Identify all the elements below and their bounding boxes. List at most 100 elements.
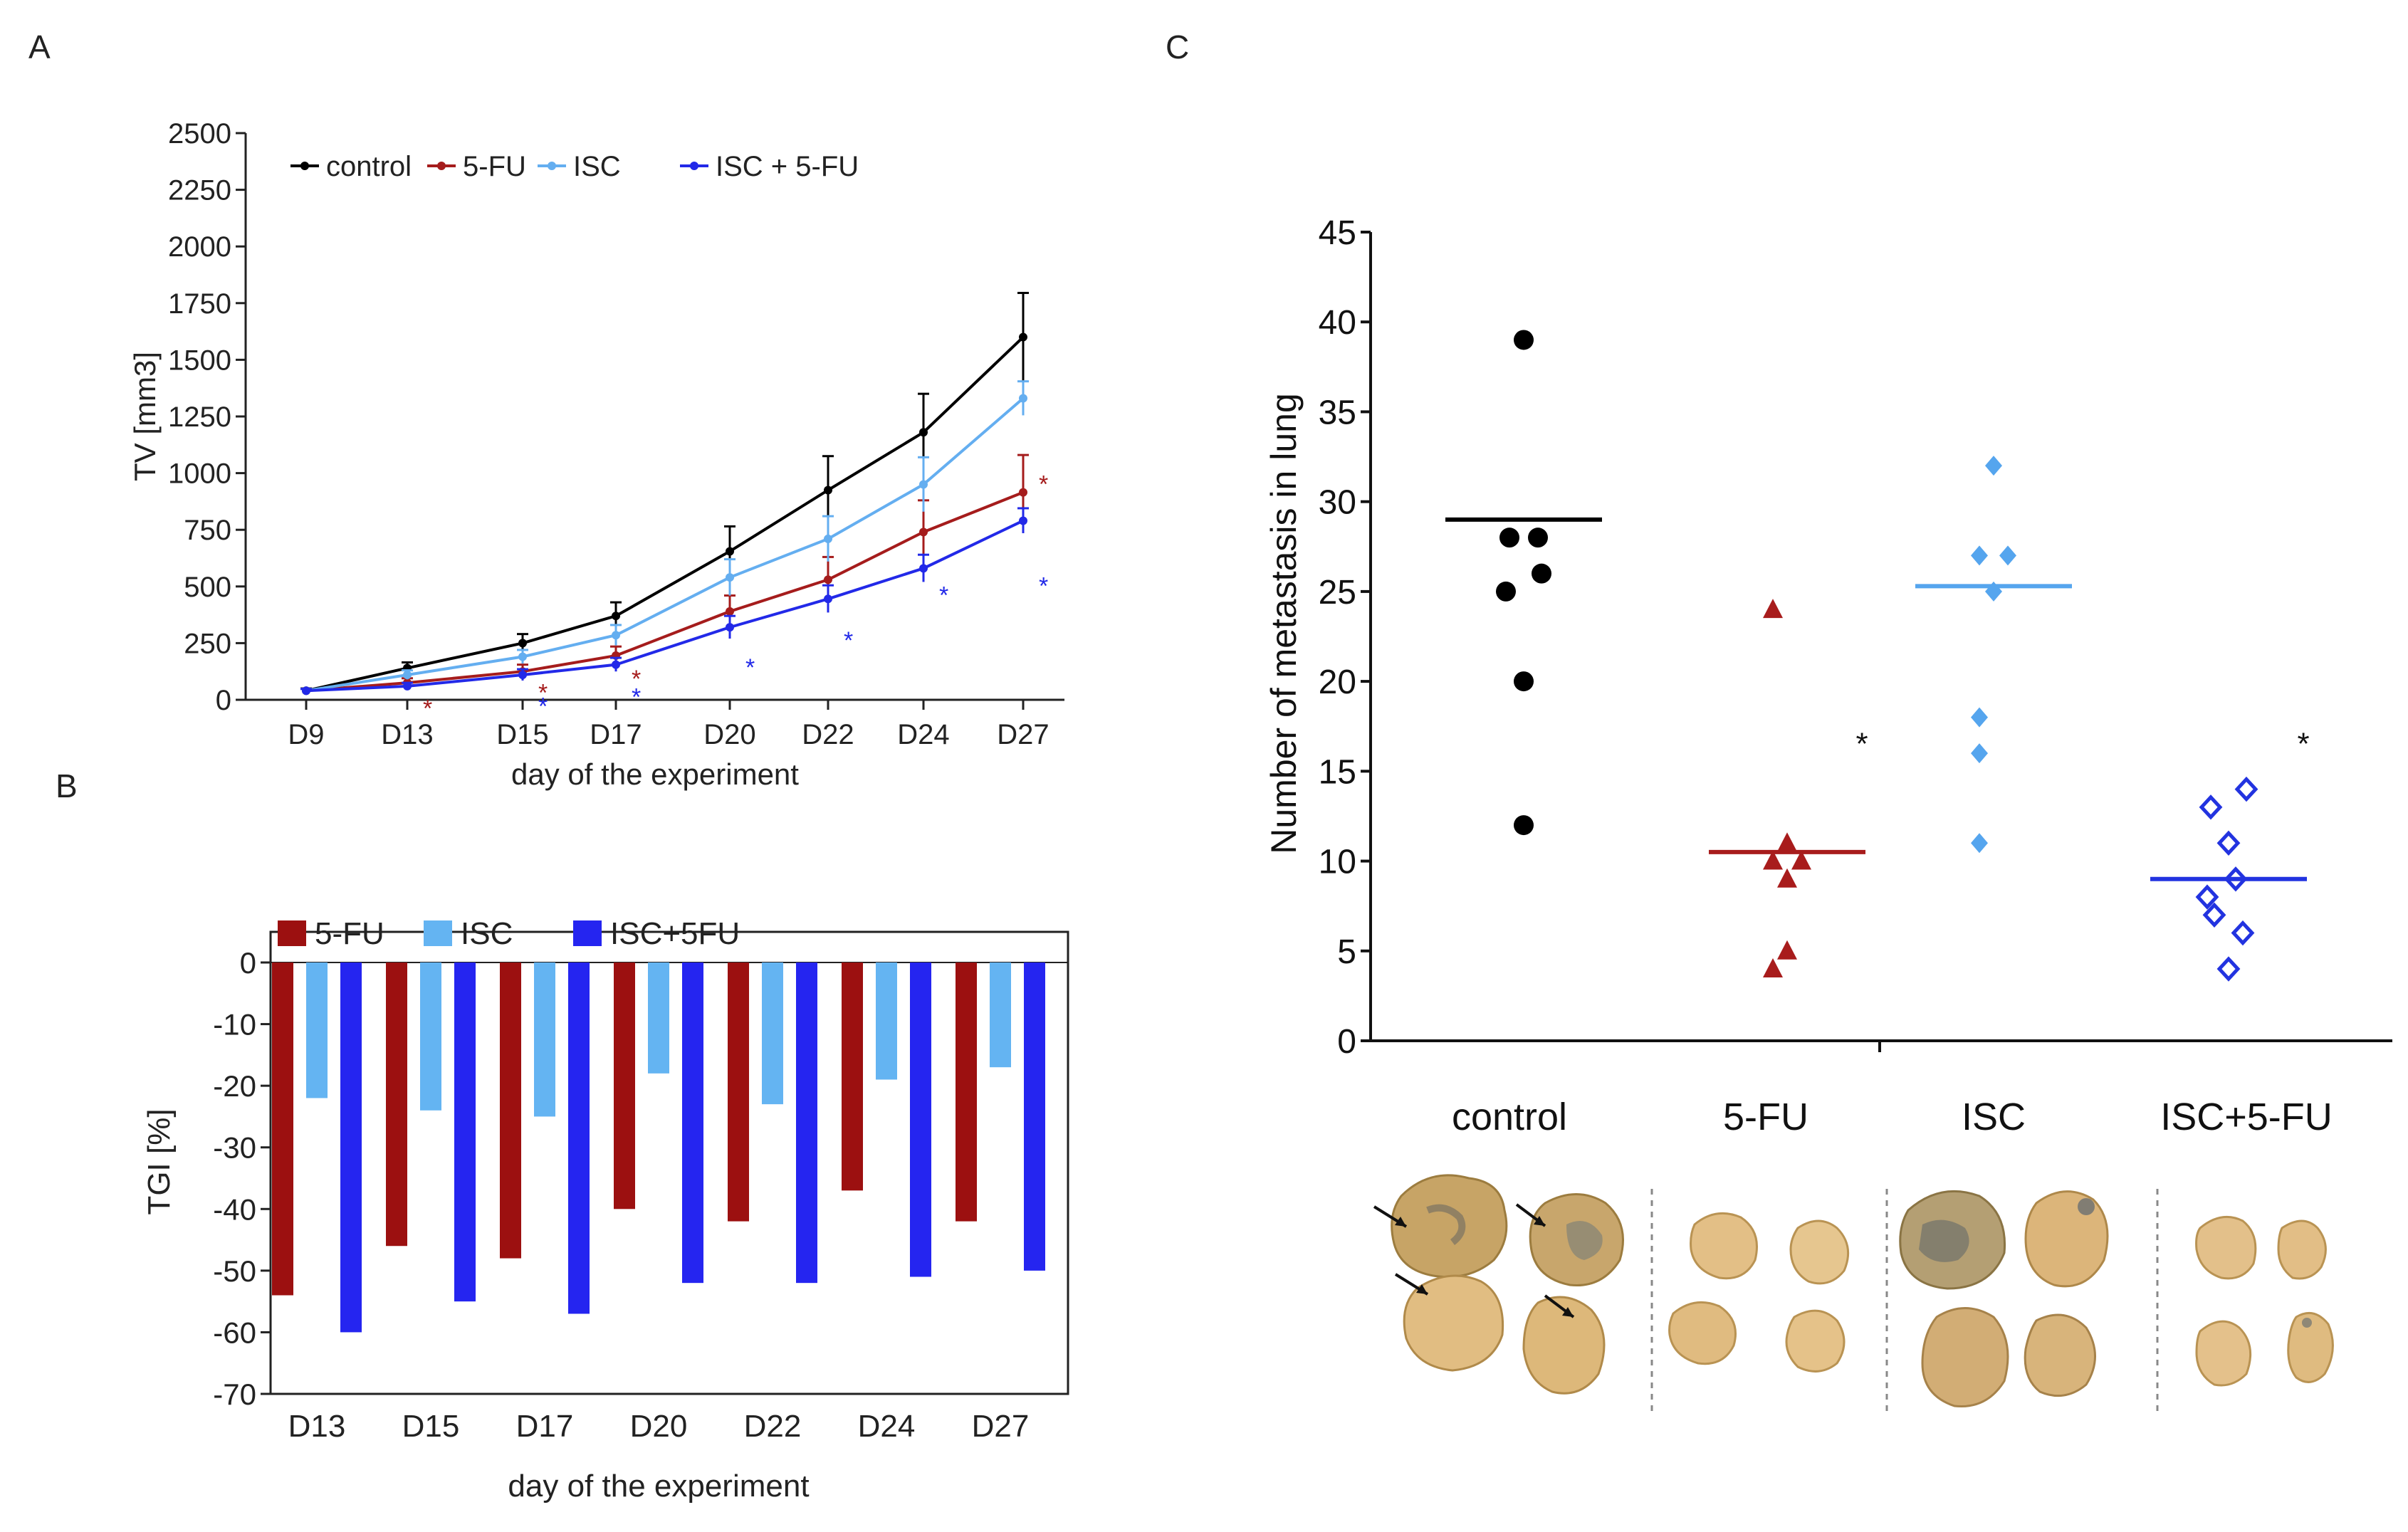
group-isc-5-fu	[2150, 776, 2307, 982]
data-point	[919, 528, 928, 537]
data-point	[1019, 394, 1027, 403]
x-tick-label: D27	[997, 719, 1049, 750]
bar	[648, 962, 669, 1074]
y-tick-label: -70	[213, 1378, 256, 1411]
lung-photo-isc	[1899, 1190, 2109, 1408]
x-tick-label: D20	[630, 1409, 688, 1444]
data-point	[1499, 528, 1519, 548]
data-point	[1019, 488, 1027, 497]
data-point	[824, 575, 832, 584]
bar	[990, 962, 1011, 1068]
significance-asterisk: *	[1039, 573, 1048, 600]
y-tick-label: 0	[216, 685, 231, 716]
legend-item-isc-5fu: ISC+5FU	[573, 916, 740, 951]
data-point	[824, 594, 832, 604]
data-point	[1777, 940, 1797, 960]
data-point	[1019, 332, 1027, 342]
y-tick-label: -40	[213, 1192, 256, 1226]
x-tick-label: D20	[703, 719, 755, 750]
legend-item-5-fu: 5-FU	[427, 151, 526, 182]
x-tick-label: D24	[858, 1409, 916, 1444]
bar	[956, 962, 977, 1222]
x-tick-label: D9	[288, 719, 324, 750]
data-point	[1985, 456, 2002, 476]
series-isc	[300, 380, 1029, 696]
y-axis-title: TV [mm3]	[128, 352, 162, 481]
data-point	[2195, 884, 2219, 910]
data-point	[1763, 850, 1783, 870]
significance-asterisk: *	[1039, 471, 1048, 498]
y-tick-label: 500	[184, 572, 231, 603]
data-point	[1971, 743, 1988, 764]
y-axis-title: TGI [%]	[142, 1108, 177, 1214]
x-tick-label: D13	[288, 1409, 346, 1444]
legend-swatch	[573, 920, 602, 946]
data-point	[1532, 563, 1551, 584]
y-tick-label: -20	[213, 1069, 256, 1103]
group-5-fu	[1709, 599, 1865, 978]
data-point	[1763, 958, 1783, 978]
legend-item-control: control	[290, 151, 412, 182]
y-tick-label: 2000	[168, 231, 231, 263]
y-tick-label: 750	[184, 515, 231, 546]
group-label-isc: ISC	[1962, 1096, 2026, 1138]
data-point	[612, 612, 620, 621]
lung-metastasis-scatter-chart: 0 5 10 15 20 25 30 35 40 45 Number of metastasis i…	[1264, 214, 2392, 1138]
bar	[1024, 962, 1045, 1271]
y-tick-label: 1500	[168, 345, 231, 376]
significance-asterisk: *	[538, 679, 548, 706]
legend-label: 5-FU	[463, 151, 526, 182]
series-isc	[306, 962, 1011, 1117]
legend-label: control	[326, 151, 412, 182]
data-point	[518, 670, 527, 679]
data-point	[518, 652, 527, 661]
legend: 5-FU ISC ISC+5FU	[278, 916, 740, 951]
data-point	[726, 573, 734, 582]
y-tick-label: -60	[213, 1316, 256, 1349]
data-point	[1528, 528, 1548, 548]
bar	[534, 962, 555, 1117]
data-point	[726, 547, 734, 556]
data-point	[403, 681, 412, 691]
significance-asterisk: *	[632, 684, 641, 711]
significance-asterisk: *	[939, 582, 948, 609]
tumor-volume-line-chart: 0 250 500 750 1000 1250 1500 1750 2000 2250 2500 D9…	[128, 118, 1064, 791]
data-point	[919, 428, 928, 437]
y-tick-label: 1250	[168, 402, 231, 433]
data-point	[919, 480, 928, 489]
data-point	[2216, 830, 2241, 856]
data-point	[824, 486, 832, 495]
y-tick-label: 1000	[168, 458, 231, 490]
data-point	[2234, 776, 2258, 802]
bar	[876, 962, 897, 1080]
data-point	[403, 670, 412, 679]
data-point	[1763, 599, 1783, 619]
legend-label: ISC + 5-FU	[716, 151, 859, 182]
lung-photo-5fu	[1668, 1212, 1850, 1373]
data-point	[1971, 833, 1988, 854]
bar	[762, 962, 783, 1105]
data-point	[2224, 866, 2248, 892]
x-tick-label: D27	[972, 1409, 1030, 1444]
data-point	[1514, 330, 1534, 350]
legend-label: ISC	[573, 151, 621, 182]
bar	[910, 962, 931, 1277]
bar	[568, 962, 590, 1314]
data-point	[2199, 794, 2223, 820]
y-tick-label: -30	[213, 1131, 256, 1165]
legend-item-5-fu: 5-FU	[278, 916, 384, 951]
data-point	[2231, 920, 2255, 946]
series-5-fu	[272, 962, 977, 1296]
panel-label-a: A	[28, 28, 51, 65]
y-tick-label: 2500	[168, 118, 231, 149]
significance-asterisk: *	[1855, 726, 1868, 761]
x-tick-label: D17	[590, 719, 642, 750]
group-isc	[1915, 456, 2072, 854]
y-tick-label: 25	[1319, 574, 1356, 612]
data-point	[1777, 868, 1797, 888]
y-tick-label: -50	[213, 1254, 256, 1288]
y-tick-label: 0	[1337, 1023, 1356, 1061]
bar	[500, 962, 521, 1259]
x-axis-title: day of the experiment	[511, 757, 799, 791]
series-control	[300, 291, 1029, 696]
